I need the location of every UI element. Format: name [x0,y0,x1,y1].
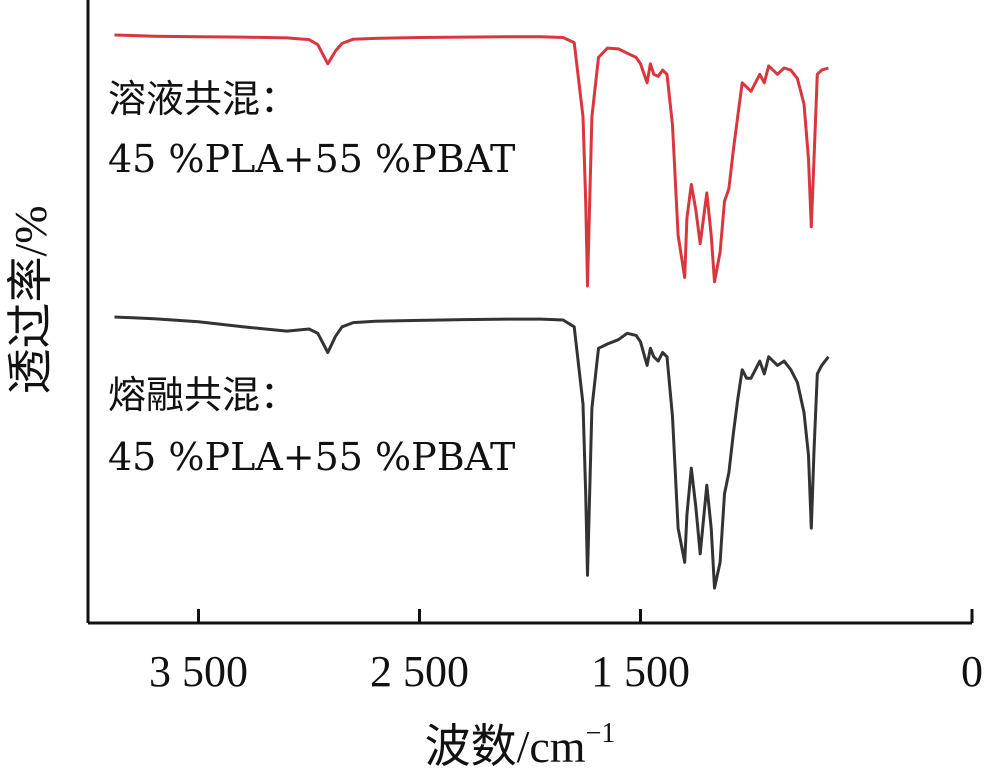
x-tick-label: 2 500 [370,647,469,696]
x-tick-label: 3 500 [149,647,248,696]
chart-axes [86,0,972,625]
series-labels: 溶液共混： 45 %PLA+55 %PBAT 熔融共混： 45 %PLA+55 %PB… [108,77,515,479]
series-label-line: 溶液共混： [108,77,298,121]
x-axis-title: 波数/cm−1 [425,718,616,772]
x-axis-title-superscript: −1 [586,718,616,749]
x-ticks: 3 500 2 500 1 500 0 [149,609,983,696]
x-tick-label: 0 [961,647,983,696]
series-label-line: 45 %PLA+55 %PBAT [108,137,515,181]
x-tick-label: 1 500 [591,647,690,696]
series-layer [114,33,830,590]
solution-blend-spectrum-line [114,33,829,288]
y-axis-title: 透过率/% [5,205,56,394]
series-label-line: 45 %PLA+55 %PBAT [108,435,515,479]
melt-blend-spectrum-line [114,315,830,590]
series-label-line: 熔融共混： [108,373,298,417]
